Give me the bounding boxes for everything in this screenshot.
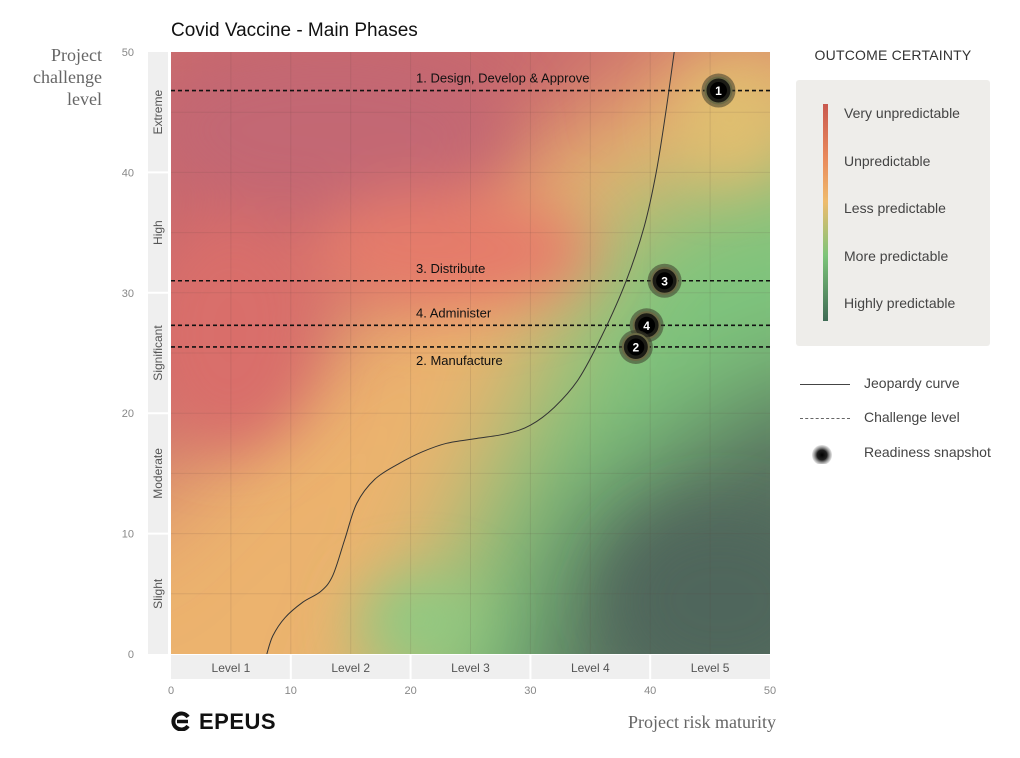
readiness-snapshot-3: 3 [647,263,682,298]
y-band-label: Slight [151,578,165,609]
outcome-certainty-legend: Very unpredictable Unpredictable Less pr… [796,80,990,346]
x-band-label: Level 4 [571,661,610,675]
y-tick-label: 10 [122,529,134,541]
snapshot-number: 4 [643,319,650,333]
snapshot-dot-icon [812,445,832,464]
y-axis-label: Project challenge level [33,45,102,109]
solid-line-icon [800,384,850,385]
x-band-label: Level 1 [212,661,251,675]
legend-more-predictable: More predictable [844,248,949,264]
legend-very-unpredictable: Very unpredictable [844,105,960,121]
readiness-snapshot-1: 1 [701,73,736,108]
x-tick-label: 30 [524,685,536,697]
epeus-logo-icon [171,711,190,731]
snapshot-core [709,82,727,100]
jeopardy-curve [266,52,675,654]
snapshot-number: 3 [661,274,668,288]
snapshot-number: 1 [715,84,722,98]
legend-title: OUTCOME CERTAINTY [814,47,972,63]
dashed-line-icon [800,418,850,419]
y-band-strip [148,52,168,654]
chart-title: Covid Vaccine - Main Phases [171,20,418,41]
legend-less-predictable: Less predictable [844,200,946,216]
x-tick-label: 0 [168,685,174,697]
snapshot-core [656,272,674,290]
y-tick-label: 0 [128,649,134,661]
y-tick-label: 40 [122,167,134,179]
key-jeopardy-curve: Jeopardy curve [800,375,1015,395]
certainty-color-scale [823,104,828,321]
x-tick-label: 20 [404,685,416,697]
snapshot-core [627,338,645,356]
challenge-label: 1. Design, Develop & Approve [416,71,589,86]
y-band-label: High [151,220,165,245]
x-band-label: Level 2 [331,661,370,675]
axis-ticks: 0 10 20 30 40 50 0 10 20 30 40 50 [122,47,776,697]
challenge-label: 3. Distribute [416,261,485,276]
x-band-strip [171,655,770,679]
y-band-label: Extreme [151,90,165,135]
y-tick-label: 30 [122,288,134,300]
brand-name: EPEUS [199,709,277,734]
x-axis-label: Project risk maturity [628,712,776,732]
x-tick-label: 50 [764,685,776,697]
challenge-label: 4. Administer [416,305,492,320]
challenge-label: 2. Manufacture [416,353,503,368]
x-tick-label: 10 [285,685,297,697]
x-band-label: Level 3 [451,661,490,675]
legend-unpredictable: Unpredictable [844,153,931,169]
heatmap [171,52,770,654]
x-band-label: Level 5 [691,661,730,675]
snapshot-number: 2 [632,340,639,354]
key-challenge-level: Challenge level [800,409,1015,429]
legend-highly-predictable: Highly predictable [844,295,956,311]
y-tick-label: 50 [122,47,134,59]
readiness-snapshot-2: 2 [618,329,653,364]
snapshot-core [638,316,656,334]
readiness-snapshots: 1 3 42 [618,73,736,364]
y-band-label: Moderate [151,448,165,499]
x-tick-label: 40 [644,685,656,697]
y-band-label: Significant [151,325,165,381]
axis-bands: Level 1 Level 2 Level 3 Level 4 Level 5 Sligh… [148,52,770,679]
y-tick-label: 20 [122,408,134,420]
key-readiness-snapshot: Readiness snapshot [800,444,1015,464]
